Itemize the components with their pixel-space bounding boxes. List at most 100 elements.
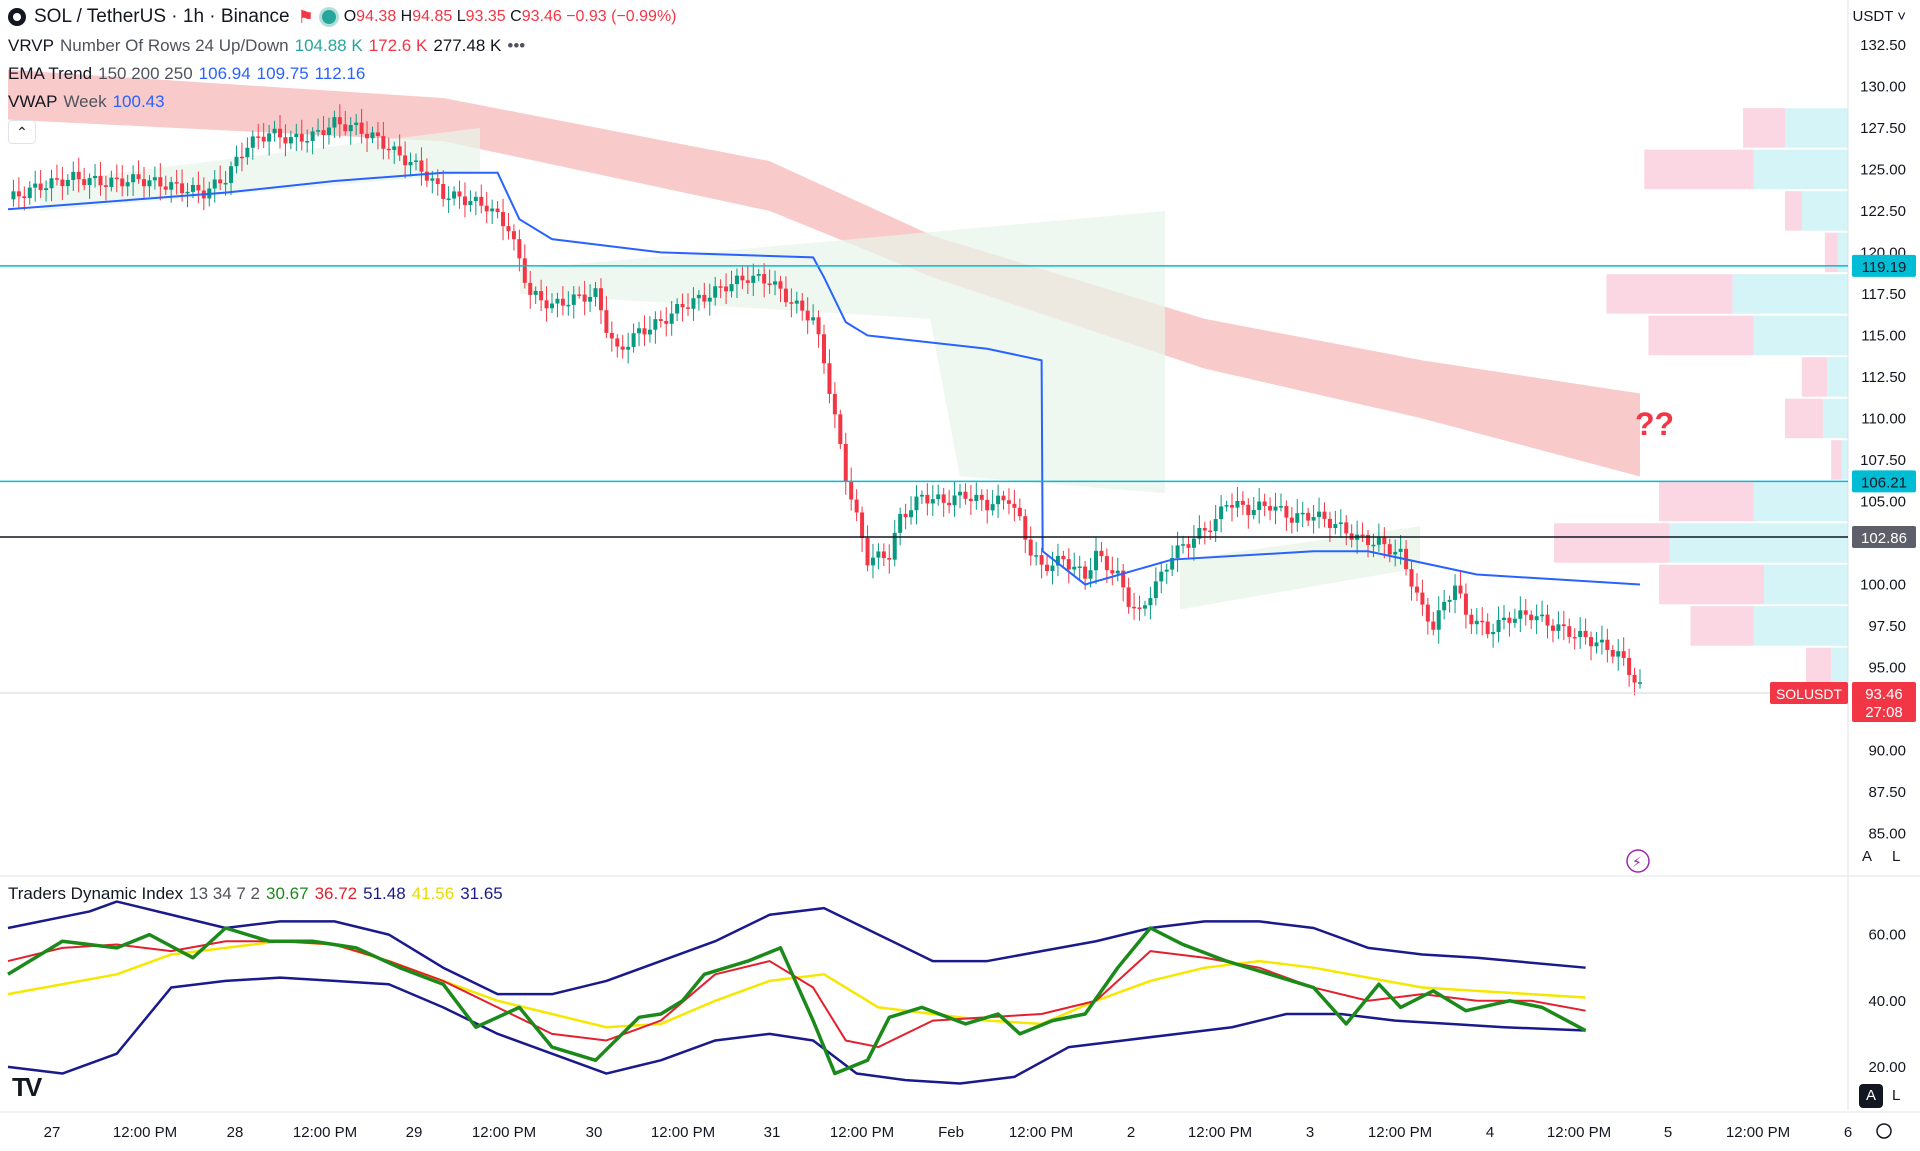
candle-body (441, 183, 446, 199)
candle-body (1306, 512, 1311, 521)
candle-body (1251, 509, 1256, 516)
candle-body (1278, 506, 1283, 508)
candle-body (1099, 550, 1104, 557)
candle-body (1366, 534, 1370, 545)
candle-body (343, 124, 348, 132)
candle-body (1311, 517, 1316, 521)
tdi-legend[interactable]: Traders Dynamic Index 13 34 7 2 30.67 36… (8, 884, 503, 903)
candle-body (490, 208, 495, 212)
candle-body (1507, 617, 1512, 623)
candle-body (669, 313, 674, 324)
candle-body (1502, 617, 1506, 620)
candle-body (152, 177, 157, 181)
candle-body (1219, 506, 1224, 520)
candle-body (114, 177, 119, 180)
settings-gear-icon (1876, 1123, 1892, 1139)
candle-body (800, 300, 805, 311)
candle-body (76, 171, 81, 180)
price-tick-label: 125.00 (1860, 161, 1906, 178)
candle-body (212, 179, 217, 189)
candle-body (403, 155, 408, 166)
candle-body (702, 294, 707, 302)
price-tick-label: 95.00 (1868, 659, 1906, 676)
countdown-badge: 27:08 (1865, 704, 1903, 721)
vwap-line (7, 171, 1641, 586)
candle-body (446, 198, 451, 201)
vrvp-down-bar (1801, 357, 1827, 397)
candle-body (637, 328, 642, 334)
currency-selector[interactable]: USDT ˅ (1852, 8, 1907, 25)
auto-scale-button-lower[interactable]: A (1859, 1084, 1883, 1108)
more-icon[interactable]: ••• (507, 36, 526, 55)
candle-body (1034, 555, 1039, 557)
candle-body (479, 196, 484, 206)
auto-scale-button[interactable]: A (1862, 848, 1873, 865)
candle-body (381, 136, 386, 149)
candle-body (218, 179, 223, 184)
candle-body (190, 184, 195, 192)
vwap-legend[interactable]: VWAP Week 100.43 (8, 92, 165, 111)
candle-body (1175, 545, 1180, 558)
candle-body (522, 258, 527, 283)
candle-body (1273, 506, 1278, 511)
candle-body (93, 175, 98, 179)
lightning-icon (1626, 849, 1650, 873)
candle-body (185, 191, 190, 194)
candle-body (990, 504, 995, 511)
candle-body (1638, 682, 1642, 684)
candle-body (223, 182, 228, 185)
time-tick-label: 2 (1127, 1124, 1135, 1141)
candle-body (419, 160, 424, 172)
candle-body (1447, 599, 1452, 602)
candle-body (609, 332, 614, 339)
candle-body (435, 178, 440, 184)
candle-body (1523, 610, 1528, 615)
level-badge-106: 106.21 (1861, 474, 1907, 491)
level-badge-102-bg (1852, 525, 1916, 548)
candle-body (958, 491, 962, 496)
candle-body (1202, 528, 1207, 531)
candle-body (876, 551, 881, 558)
ema-legend[interactable]: EMA Trend 150 200 250 106.94 109.75 112.… (8, 64, 366, 83)
candle-body (1474, 620, 1479, 625)
candle-body (1159, 571, 1164, 582)
candle-body (1110, 570, 1115, 574)
symbol-title[interactable]: SOL / TetherUS · 1h · Binance (34, 6, 290, 27)
candle-body (675, 303, 680, 314)
flag-icon[interactable]: ⚑ (297, 6, 314, 27)
log-scale-button[interactable]: L (1892, 848, 1901, 865)
candle-body (16, 191, 21, 197)
candle-body (1371, 544, 1376, 547)
vrvp-down-bar (1743, 108, 1785, 148)
candle-body (169, 182, 174, 190)
candle-body (457, 191, 462, 197)
candle-body (936, 494, 941, 500)
candle-body (65, 179, 70, 187)
candle-body (294, 133, 299, 138)
candle-body (909, 510, 914, 518)
candle-body (686, 307, 690, 309)
candle-body (1126, 587, 1131, 607)
price-tick-label: 87.50 (1868, 784, 1906, 801)
candle-body (952, 495, 957, 506)
vrvp-up-bar (1753, 315, 1848, 356)
collapse-legend-button[interactable]: ⌃ (8, 120, 36, 144)
candle-body (1398, 548, 1403, 552)
candle-body (495, 208, 500, 213)
vrvp-legend[interactable]: VRVP Number Of Rows 24 Up/Down 104.88 K … (8, 36, 526, 55)
candle-body (120, 178, 125, 187)
candle-body (1556, 624, 1561, 631)
candle-body (11, 191, 16, 200)
candle-body (974, 494, 979, 502)
candle-body (163, 186, 168, 190)
candle-body (278, 128, 282, 138)
candle-body (501, 212, 506, 227)
candle-body (1132, 606, 1137, 609)
candle-body (103, 185, 108, 187)
candle-body (631, 333, 636, 347)
candle-body (234, 156, 239, 167)
candle-body (1317, 511, 1322, 518)
log-scale-button-lower[interactable]: L (1892, 1087, 1901, 1104)
candle-body (756, 274, 761, 276)
